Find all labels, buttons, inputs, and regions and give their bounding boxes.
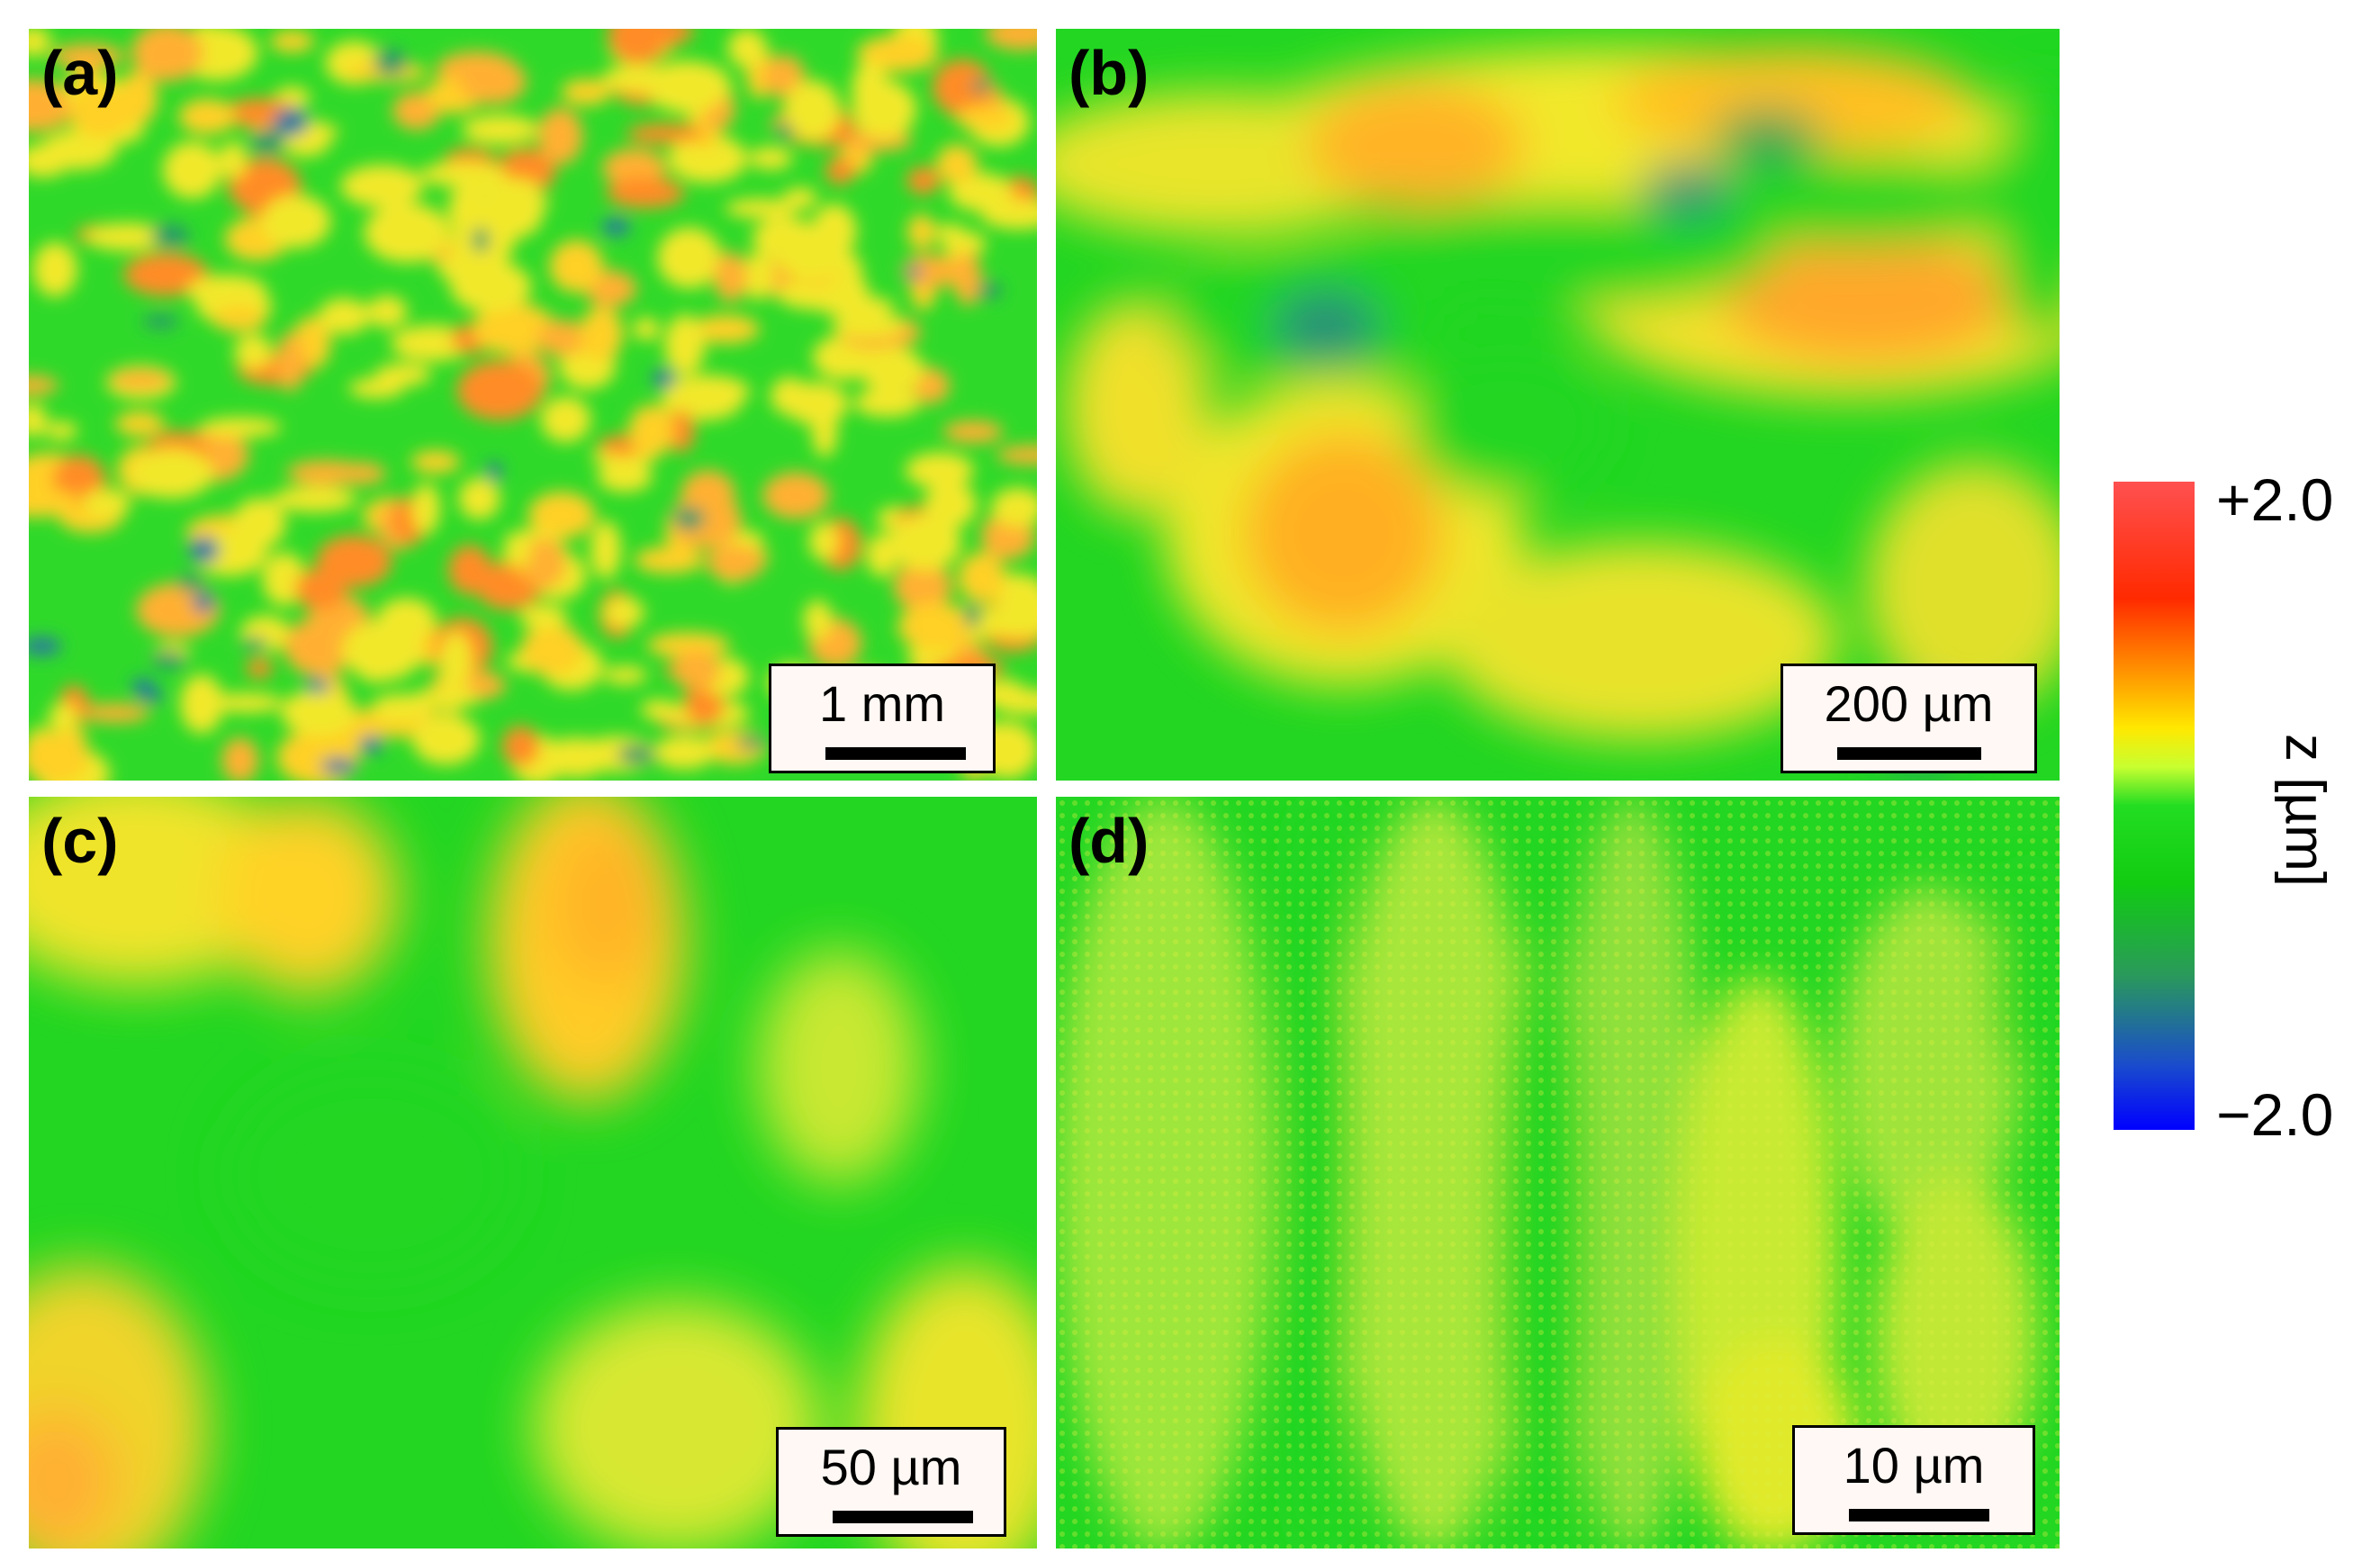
scale-bar-d-text: 10 µm — [1843, 1437, 1985, 1494]
scale-bar-d-line — [1849, 1509, 1989, 1521]
scale-bar-a: 1 mm — [769, 664, 996, 773]
height-map-a — [29, 29, 1037, 781]
scale-bar-c: 50 µm — [776, 1427, 1006, 1537]
panel-d-height-map: (d) 10 µm — [1056, 797, 2060, 1548]
scale-bar-b-line — [1837, 747, 1981, 760]
height-map-c — [29, 797, 1037, 1548]
panel-b-height-map: (b) 200 µm — [1056, 29, 2060, 781]
panel-d-label: (d) — [1068, 806, 1149, 876]
scale-bar-a-text: 1 mm — [819, 675, 945, 732]
panel-a-height-map: (a) 1 mm — [29, 29, 1037, 781]
panel-a-label: (a) — [41, 38, 119, 108]
scale-bar-c-text: 50 µm — [820, 1439, 962, 1495]
scale-bar-d: 10 µm — [1792, 1425, 2035, 1535]
scale-bar-c-line — [833, 1511, 973, 1523]
scale-bar-b: 200 µm — [1780, 664, 2037, 773]
height-map-d — [1056, 797, 2060, 1548]
colorbar — [2114, 482, 2195, 1130]
height-map-b — [1056, 29, 2060, 781]
panel-b-label: (b) — [1068, 38, 1149, 108]
colorbar-max-label: +2.0 — [2216, 466, 2334, 533]
scale-bar-b-text: 200 µm — [1824, 675, 1994, 732]
panel-c-label: (c) — [41, 806, 119, 876]
panel-c-height-map: (c) 50 µm — [29, 797, 1037, 1548]
scale-bar-a-line — [825, 747, 966, 760]
colorbar-min-label: −2.0 — [2216, 1081, 2334, 1148]
colorbar-axis-label: z [µm] — [2274, 733, 2336, 888]
